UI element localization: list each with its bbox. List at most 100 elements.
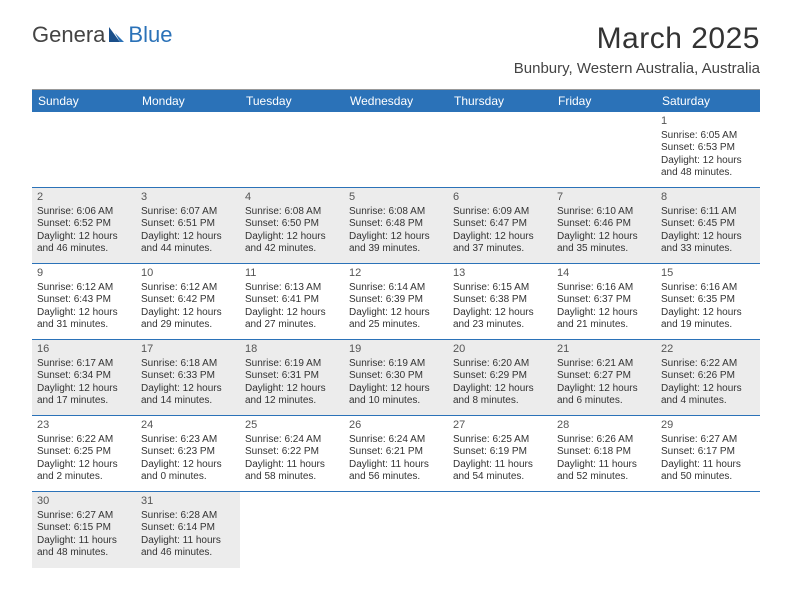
sun-info-line: Sunset: 6:30 PM <box>349 370 443 383</box>
day-number: 7 <box>557 191 651 205</box>
day-number: 15 <box>661 267 755 281</box>
sun-info-line: and 50 minutes. <box>661 471 755 484</box>
sun-info-line: and 35 minutes. <box>557 243 651 256</box>
day-header-cell: Monday <box>136 90 240 112</box>
sun-info-line: Daylight: 12 hours <box>453 307 547 320</box>
calendar-cell: 3Sunrise: 6:07 AMSunset: 6:51 PMDaylight… <box>136 188 240 264</box>
sun-info-line: Daylight: 12 hours <box>37 307 131 320</box>
day-number: 16 <box>37 343 131 357</box>
sun-info-line: and 44 minutes. <box>141 243 235 256</box>
day-number: 31 <box>141 495 235 509</box>
day-number: 22 <box>661 343 755 357</box>
sun-info-line: and 14 minutes. <box>141 395 235 408</box>
sun-info-line: Daylight: 12 hours <box>141 459 235 472</box>
sun-info-line: Daylight: 12 hours <box>37 383 131 396</box>
sun-info-line: and 48 minutes. <box>661 167 755 180</box>
sun-info-line: Daylight: 12 hours <box>557 231 651 244</box>
calendar-cell <box>552 112 656 188</box>
sun-info-line: Sunset: 6:53 PM <box>661 142 755 155</box>
sun-info-line: Sunrise: 6:08 AM <box>245 206 339 219</box>
calendar-cell <box>656 492 760 568</box>
sun-info-line: Daylight: 11 hours <box>661 459 755 472</box>
sun-info-line: and 19 minutes. <box>661 319 755 332</box>
calendar-cell: 28Sunrise: 6:26 AMSunset: 6:18 PMDayligh… <box>552 416 656 492</box>
calendar-cell: 5Sunrise: 6:08 AMSunset: 6:48 PMDaylight… <box>344 188 448 264</box>
sun-info-line: Sunset: 6:43 PM <box>37 294 131 307</box>
sun-info-line: Daylight: 12 hours <box>141 307 235 320</box>
day-number: 3 <box>141 191 235 205</box>
sun-info-line: Daylight: 12 hours <box>245 383 339 396</box>
sun-info-line: Daylight: 11 hours <box>245 459 339 472</box>
sun-info-line: and 29 minutes. <box>141 319 235 332</box>
sun-info-line: and 27 minutes. <box>245 319 339 332</box>
page-subtitle: Bunbury, Western Australia, Australia <box>514 60 760 77</box>
calendar-cell: 7Sunrise: 6:10 AMSunset: 6:46 PMDaylight… <box>552 188 656 264</box>
calendar-cell: 16Sunrise: 6:17 AMSunset: 6:34 PMDayligh… <box>32 340 136 416</box>
logo-text-1: Genera <box>32 22 105 48</box>
day-header-cell: Wednesday <box>344 90 448 112</box>
day-header-cell: Saturday <box>656 90 760 112</box>
sun-info-line: Sunset: 6:48 PM <box>349 218 443 231</box>
calendar-cell: 30Sunrise: 6:27 AMSunset: 6:15 PMDayligh… <box>32 492 136 568</box>
calendar-cell: 12Sunrise: 6:14 AMSunset: 6:39 PMDayligh… <box>344 264 448 340</box>
sun-info-line: Sunrise: 6:19 AM <box>245 358 339 371</box>
calendar-cell: 29Sunrise: 6:27 AMSunset: 6:17 PMDayligh… <box>656 416 760 492</box>
calendar-cell <box>552 492 656 568</box>
sun-info-line: Sunrise: 6:15 AM <box>453 282 547 295</box>
sun-info-line: Sunrise: 6:18 AM <box>141 358 235 371</box>
page-title: March 2025 <box>514 22 760 56</box>
sun-info-line: Sunrise: 6:12 AM <box>141 282 235 295</box>
sun-info-line: Sunset: 6:31 PM <box>245 370 339 383</box>
sun-info-line: Daylight: 12 hours <box>453 231 547 244</box>
sun-info-line: Sunset: 6:46 PM <box>557 218 651 231</box>
sun-info-line: and 8 minutes. <box>453 395 547 408</box>
calendar-cell: 21Sunrise: 6:21 AMSunset: 6:27 PMDayligh… <box>552 340 656 416</box>
calendar-cell: 24Sunrise: 6:23 AMSunset: 6:23 PMDayligh… <box>136 416 240 492</box>
sun-info-line: Daylight: 12 hours <box>245 307 339 320</box>
sun-info-line: Daylight: 12 hours <box>37 231 131 244</box>
day-number: 11 <box>245 267 339 281</box>
sun-info-line: and 2 minutes. <box>37 471 131 484</box>
day-number: 9 <box>37 267 131 281</box>
sun-info-line: and 23 minutes. <box>453 319 547 332</box>
calendar-cell <box>448 112 552 188</box>
calendar-cell: 4Sunrise: 6:08 AMSunset: 6:50 PMDaylight… <box>240 188 344 264</box>
day-number: 23 <box>37 419 131 433</box>
calendar-cell: 19Sunrise: 6:19 AMSunset: 6:30 PMDayligh… <box>344 340 448 416</box>
sun-info-line: Sunrise: 6:22 AM <box>37 434 131 447</box>
day-number: 19 <box>349 343 443 357</box>
sun-info-line: and 56 minutes. <box>349 471 443 484</box>
sun-info-line: Sunrise: 6:27 AM <box>37 510 131 523</box>
sun-info-line: and 6 minutes. <box>557 395 651 408</box>
calendar: SundayMondayTuesdayWednesdayThursdayFrid… <box>32 89 760 568</box>
sun-info-line: Daylight: 12 hours <box>557 383 651 396</box>
sun-info-line: Daylight: 12 hours <box>37 459 131 472</box>
sun-info-line: Daylight: 12 hours <box>661 231 755 244</box>
sun-info-line: Sunrise: 6:16 AM <box>557 282 651 295</box>
sun-info-line: Daylight: 11 hours <box>349 459 443 472</box>
sun-info-line: Sunrise: 6:24 AM <box>349 434 443 447</box>
sun-info-line: Daylight: 12 hours <box>453 383 547 396</box>
day-number: 2 <box>37 191 131 205</box>
day-number: 30 <box>37 495 131 509</box>
sun-info-line: Sunset: 6:27 PM <box>557 370 651 383</box>
sun-info-line: and 17 minutes. <box>37 395 131 408</box>
sun-info-line: Sunrise: 6:10 AM <box>557 206 651 219</box>
sun-info-line: and 10 minutes. <box>349 395 443 408</box>
sun-info-line: and 52 minutes. <box>557 471 651 484</box>
day-number: 20 <box>453 343 547 357</box>
calendar-cell: 23Sunrise: 6:22 AMSunset: 6:25 PMDayligh… <box>32 416 136 492</box>
sun-info-line: Daylight: 12 hours <box>661 383 755 396</box>
day-number: 8 <box>661 191 755 205</box>
sun-info-line: and 46 minutes. <box>141 547 235 560</box>
calendar-cell: 6Sunrise: 6:09 AMSunset: 6:47 PMDaylight… <box>448 188 552 264</box>
calendar-cell: 13Sunrise: 6:15 AMSunset: 6:38 PMDayligh… <box>448 264 552 340</box>
day-number: 28 <box>557 419 651 433</box>
sun-info-line: Sunrise: 6:28 AM <box>141 510 235 523</box>
sun-info-line: Sunset: 6:15 PM <box>37 522 131 535</box>
sun-info-line: Sunrise: 6:20 AM <box>453 358 547 371</box>
day-number: 4 <box>245 191 339 205</box>
sun-info-line: Daylight: 11 hours <box>37 535 131 548</box>
calendar-cell <box>32 112 136 188</box>
sun-info-line: Sunset: 6:29 PM <box>453 370 547 383</box>
